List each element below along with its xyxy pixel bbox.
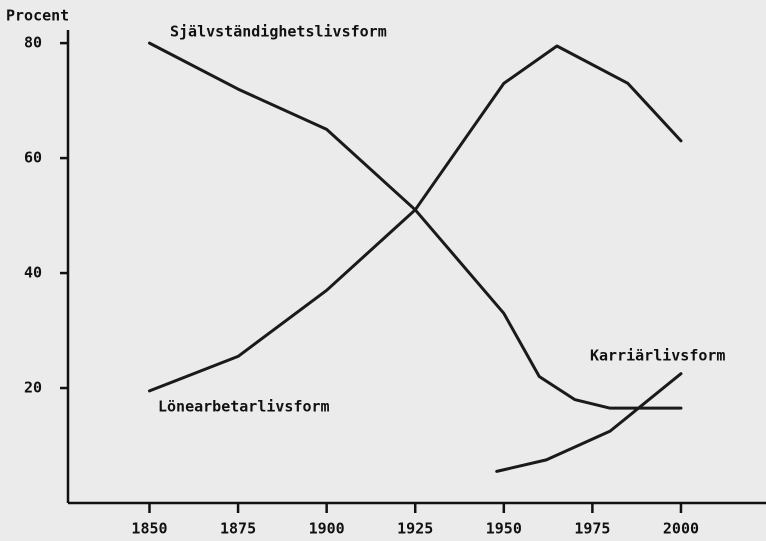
series-label: Lönearbetarlivsform bbox=[158, 398, 330, 416]
x-tick-label: 1875 bbox=[220, 520, 256, 538]
x-tick-label: 1925 bbox=[397, 520, 433, 538]
series-line bbox=[147, 41, 683, 410]
series-label: Karriärlivsform bbox=[590, 347, 725, 365]
x-tick-label: 2000 bbox=[663, 520, 699, 538]
y-axis-label: Procent bbox=[6, 7, 69, 25]
x-tick-label: 1975 bbox=[574, 520, 610, 538]
y-tick-label: 80 bbox=[24, 34, 42, 52]
x-tick-label: 1950 bbox=[486, 520, 522, 538]
y-tick-label: 20 bbox=[24, 379, 42, 397]
series-line bbox=[147, 44, 683, 393]
x-tick-label: 1850 bbox=[131, 520, 167, 538]
series-label: Självständighetslivsform bbox=[170, 23, 387, 41]
y-tick-label: 40 bbox=[24, 264, 42, 282]
y-tick-label: 60 bbox=[24, 149, 42, 167]
x-tick-label: 1900 bbox=[309, 520, 345, 538]
series-line bbox=[495, 372, 683, 473]
